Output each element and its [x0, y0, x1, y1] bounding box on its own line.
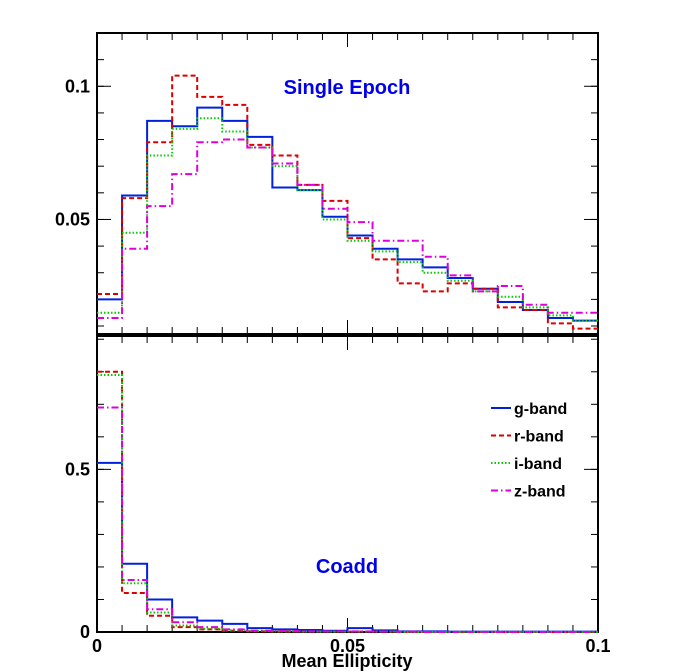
legend-label-z-band: z-band	[514, 484, 566, 501]
series-i-band-top	[97, 117, 598, 322]
x-tick-label: 0.1	[585, 636, 610, 656]
legend: g-band r-band i-band z-band	[491, 401, 567, 501]
series-z-band-top	[97, 138, 598, 320]
legend-label-r-band: r-band	[514, 429, 564, 446]
coadd-panel: 0 0.5 Coadd 0 0.05 0.1	[65, 335, 611, 656]
series-i-band-bottom	[97, 374, 598, 633]
legend-label-i-band: i-band	[514, 456, 562, 473]
y-tick-label: 0.1	[65, 76, 90, 96]
single-epoch-panel: 0.05 0.1 Single Epoch	[55, 32, 599, 335]
y-tick-label: 0.5	[65, 459, 90, 479]
y-tick-label: 0	[80, 622, 90, 642]
x-tick-label: 0.05	[330, 636, 365, 656]
legend-label-g-band: g-band	[514, 401, 567, 418]
x-axis-title: Mean Ellipticity	[281, 651, 412, 671]
panel-title-top: Single Epoch	[284, 77, 411, 99]
y-tick-label: 0.05	[55, 209, 90, 229]
series-z-band-bottom	[97, 406, 598, 633]
x-tick-label: 0	[92, 636, 102, 656]
panel-title-bottom: Coadd	[316, 556, 378, 578]
